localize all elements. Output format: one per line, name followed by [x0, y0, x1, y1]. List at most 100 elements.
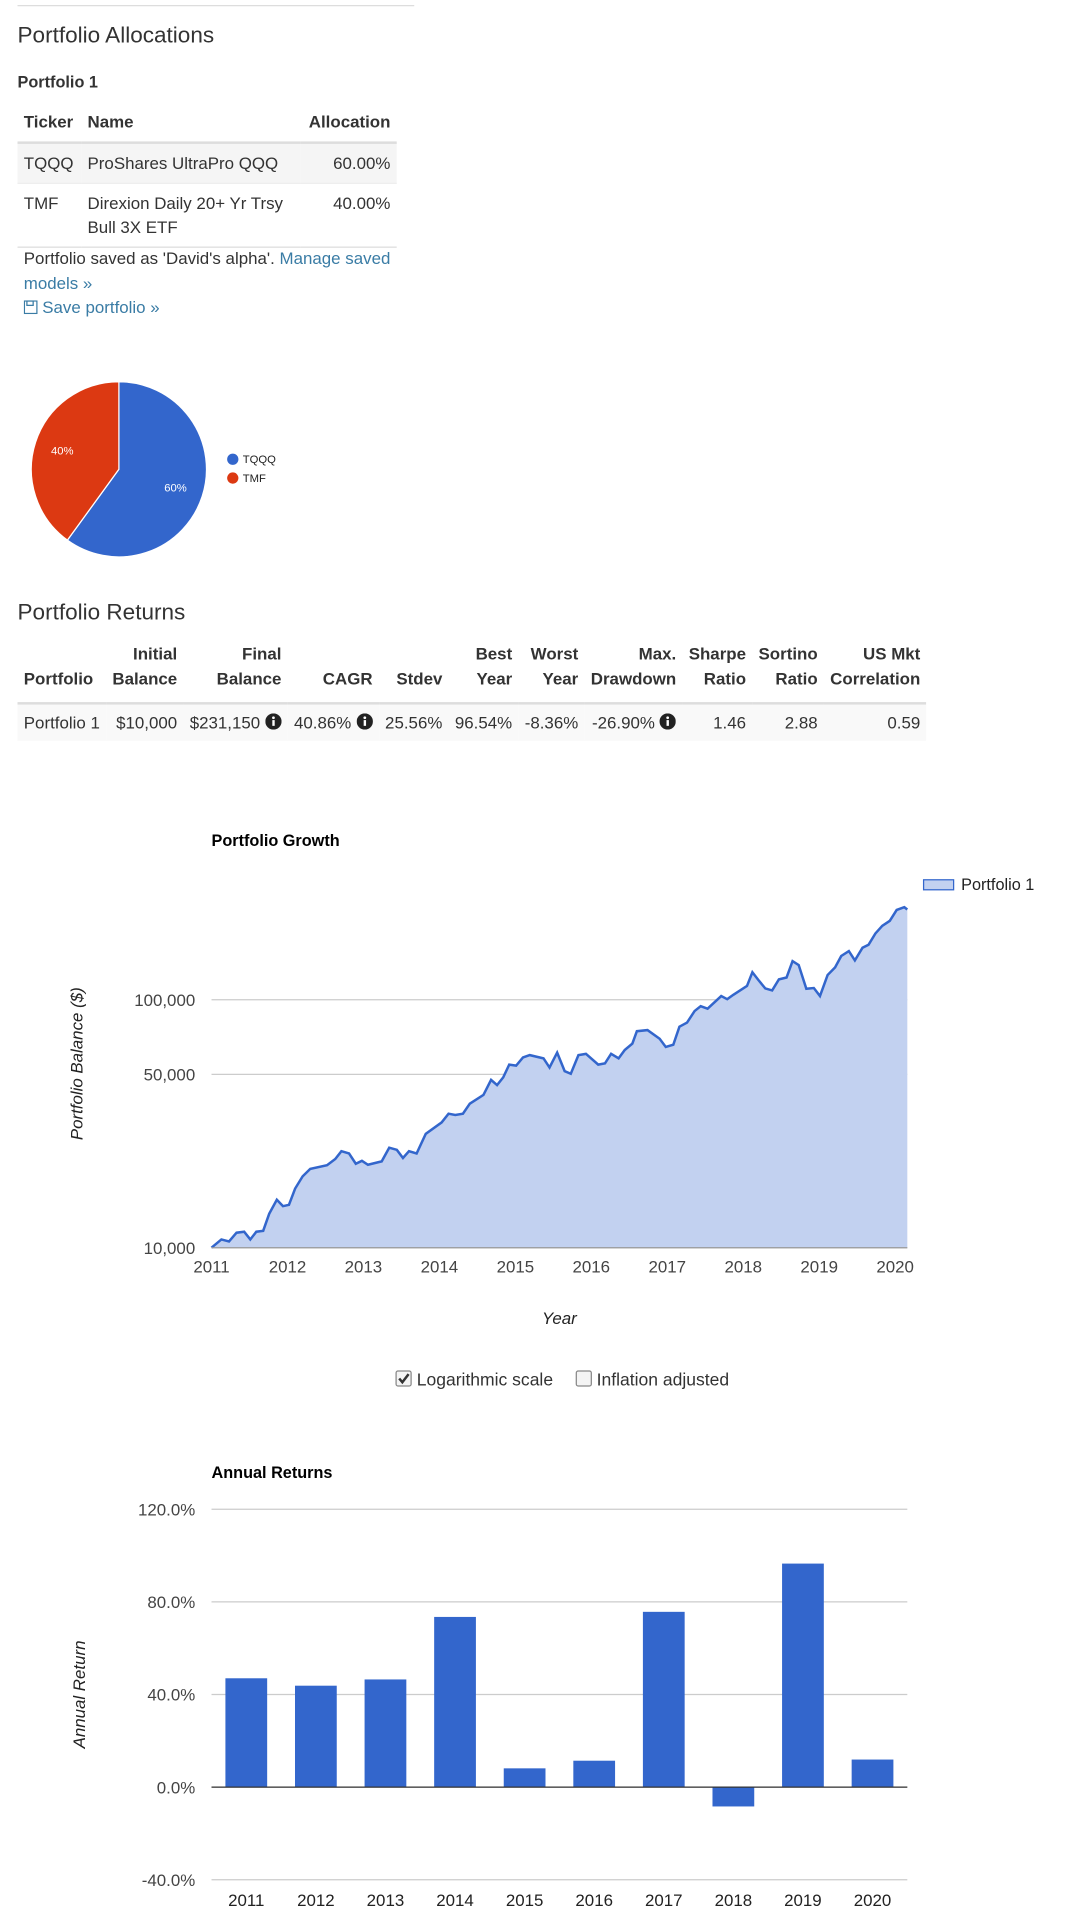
cell-text: 25.56% [385, 713, 443, 733]
table-row: TQQQ ProShares UltraPro QQQ 60.00% [17, 142, 397, 184]
x-tick-label: 2015 [497, 1258, 535, 1277]
column-header: CAGR [287, 635, 379, 705]
x-tick-label: 2017 [645, 1891, 683, 1910]
returns-table: Portfolio Initial Balance Final Balance CAGR S… [17, 635, 927, 741]
cell-text: 1.46 [713, 713, 747, 733]
column-header: Sortino Ratio [752, 635, 824, 705]
x-tick-label: 2012 [269, 1258, 307, 1277]
x-tick-label: 2020 [854, 1891, 892, 1910]
y-axis-title: Portfolio Balance ($) [68, 987, 87, 1140]
checkbox[interactable] [395, 1370, 412, 1387]
save-icon [23, 300, 38, 315]
header-text: CAGR [322, 669, 373, 689]
save-text: Save portfolio » [42, 297, 160, 317]
column-header: Name [81, 102, 301, 144]
bar [712, 1787, 755, 1807]
x-tick-label: 2011 [193, 1258, 229, 1277]
legend-marker [227, 472, 239, 484]
table-cell: 1.46 [682, 703, 753, 741]
header-row: Portfolio Initial Balance Final Balance CAGR S… [17, 635, 927, 705]
table-cell: 96.54% [448, 703, 519, 741]
header-text: Ratio [703, 669, 747, 689]
table-cell: -26.90% [584, 703, 683, 741]
x-tick-label: 2018 [715, 1891, 753, 1910]
y-tick-label: 80.0% [147, 1593, 195, 1612]
save-note: Portfolio saved as 'David's alpha'. Mana… [23, 247, 399, 320]
y-axis-title: Annual Return [70, 1641, 89, 1750]
cell-text: Portfolio 1 [23, 713, 100, 733]
cell-text: 2.88 [784, 713, 818, 733]
y-tick-label: 50,000 [144, 1066, 196, 1085]
header-text: Ratio [775, 669, 818, 689]
manage-link[interactable]: Manage saved models » [23, 249, 391, 293]
slice-label: 60% [164, 482, 187, 494]
cell-text: $231,150 [189, 713, 261, 733]
table-cell: -8.36% [518, 703, 585, 741]
table-row: TMF Direxion Daily 20+ Yr Trsy Bull 3X ET… [17, 182, 397, 248]
info-icon[interactable] [659, 713, 677, 730]
y-tick-label: 0.0% [157, 1778, 195, 1797]
header-text: Sharpe [688, 644, 747, 664]
cell-text: 0.59 [887, 713, 921, 733]
header-text: Drawdown [590, 669, 677, 689]
x-tick-label: 2018 [724, 1258, 762, 1277]
pie-slice [30, 381, 120, 542]
slice-label: 40% [51, 446, 74, 458]
table-cell: 60.00% [300, 142, 397, 184]
header-text: Initial [133, 644, 178, 664]
cell-text: $10,000 [116, 713, 178, 733]
x-tick-label: 2017 [649, 1258, 687, 1277]
chart-options: Logarithmic scale Inflation adjusted [395, 1369, 729, 1389]
table-cell: Direxion Daily 20+ Yr Trsy Bull 3X ETF [81, 182, 301, 248]
cell-text: 40.86% [293, 713, 352, 733]
series-line [210, 905, 909, 1249]
info-icon[interactable] [356, 713, 373, 730]
legend-label: Portfolio 1 [961, 876, 1034, 894]
x-tick-label: 2014 [436, 1891, 474, 1910]
save-link[interactable]: Save portfolio » [23, 297, 160, 317]
table-row: Portfolio 1 $10,000 $231,150 40.86% 25.56% 96… [17, 703, 927, 741]
column-header: Worst Year [518, 635, 585, 705]
header-text: Sortino [758, 644, 818, 664]
bar [503, 1768, 546, 1788]
section-title: Portfolio Returns [17, 599, 186, 625]
header-text: Year [542, 669, 579, 689]
column-header: Initial Balance [106, 635, 184, 705]
table-cell: 2.88 [752, 703, 824, 741]
chart-title: Portfolio Growth [211, 832, 339, 850]
header-row: Ticker Name Allocation [17, 102, 397, 144]
x-tick-label: 2012 [297, 1891, 335, 1910]
section-title: Portfolio Allocations [17, 22, 215, 48]
checkbox-label: Logarithmic scale [416, 1369, 554, 1390]
chart-title: Annual Returns [211, 1464, 332, 1482]
table-cell: 40.86% [287, 703, 379, 741]
bar [642, 1611, 685, 1788]
checkbox[interactable] [575, 1370, 592, 1387]
bar [573, 1760, 616, 1788]
info-icon[interactable] [265, 713, 282, 730]
legend-label: TQQQ [243, 454, 276, 466]
column-header: Max. Drawdown [584, 635, 683, 705]
table-cell: 25.56% [378, 703, 449, 741]
area-fill [211, 907, 908, 1248]
column-header: Ticker [17, 102, 82, 144]
cell-text: 96.54% [454, 713, 513, 733]
x-tick-label: 2019 [800, 1258, 838, 1277]
x-tick-label: 2015 [506, 1891, 544, 1910]
x-tick-label: 2013 [367, 1891, 405, 1910]
legend-label: TMF [243, 473, 266, 485]
column-header: Allocation [300, 102, 397, 144]
table-cell: $231,150 [183, 703, 288, 741]
x-tick-label: 2019 [784, 1891, 822, 1910]
table-cell: Portfolio 1 [17, 703, 107, 741]
table-cell: 40.00% [300, 182, 397, 248]
column-header: US Mkt Correlation [823, 635, 927, 705]
header-text: Worst [530, 644, 579, 664]
cell-text: -26.90% [591, 713, 655, 733]
header-text: Max. [638, 644, 677, 664]
y-tick-label: 100,000 [134, 991, 195, 1010]
pie-slice [66, 381, 208, 558]
table-cell: $10,000 [106, 703, 184, 741]
header-text: Portfolio [23, 669, 94, 689]
